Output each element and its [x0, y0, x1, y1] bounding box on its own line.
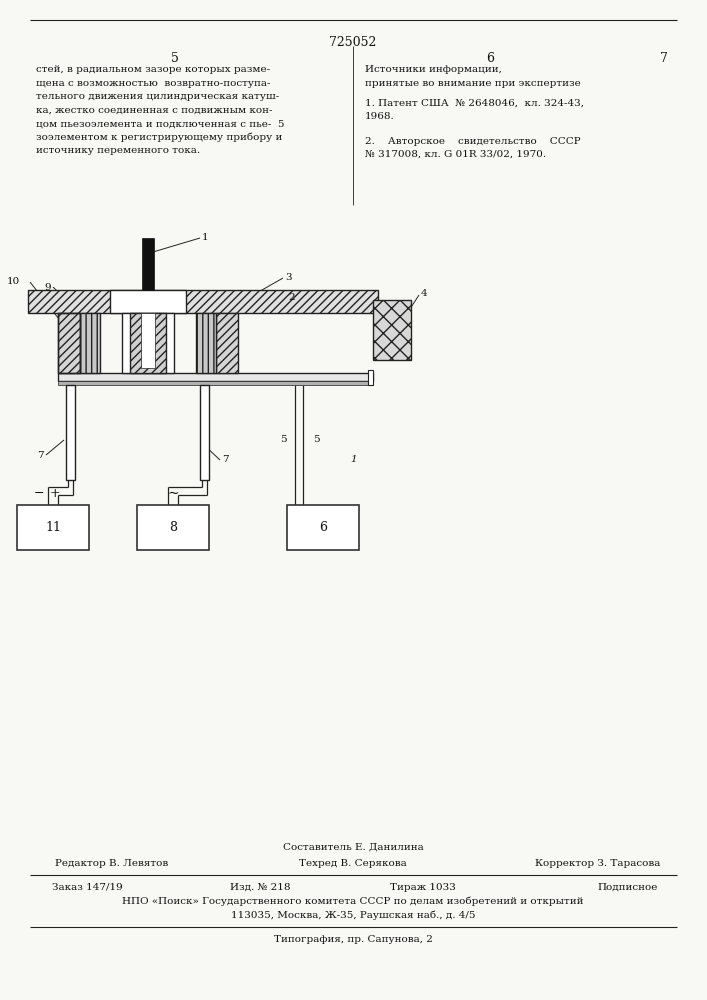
Bar — [130, 313, 166, 373]
Text: 2.    Авторское    свидетельство    СССР: 2. Авторское свидетельство СССР — [365, 137, 580, 146]
Bar — [80, 313, 100, 373]
Text: принятые во внимание при экспертизе: принятые во внимание при экспертизе — [365, 79, 580, 88]
Bar — [368, 370, 373, 385]
Text: Составитель Е. Данилина: Составитель Е. Данилина — [283, 843, 423, 852]
Text: Техред В. Серякова: Техред В. Серякова — [299, 859, 407, 868]
Text: 7: 7 — [222, 456, 228, 464]
Bar — [58, 373, 373, 381]
Bar — [142, 238, 154, 290]
Text: ка, жестко соединенная с подвижным кон-: ка, жестко соединенная с подвижным кон- — [36, 105, 272, 114]
Text: 5: 5 — [171, 52, 179, 65]
Text: 1: 1 — [350, 456, 356, 464]
Text: ∼: ∼ — [167, 486, 179, 500]
Bar — [141, 313, 155, 368]
Text: 4: 4 — [421, 290, 428, 298]
Text: 3: 3 — [285, 272, 291, 282]
Text: № 317008, кл. G 01R 33/02, 1970.: № 317008, кл. G 01R 33/02, 1970. — [365, 150, 546, 159]
Text: Тираж 1033: Тираж 1033 — [390, 883, 456, 892]
Text: зоэлементом к регистрирующему прибору и: зоэлементом к регистрирующему прибору и — [36, 132, 282, 142]
Text: цом пьезоэлемента и подключенная с пье-  5: цом пьезоэлемента и подключенная с пье- … — [36, 119, 284, 128]
Text: тельного движения цилиндрическая катуш-: тельного движения цилиндрическая катуш- — [36, 92, 279, 101]
Bar — [287, 505, 359, 550]
Text: 5: 5 — [313, 436, 320, 444]
Text: НПО «Поиск» Государственного комитета СССР по делам изобретений и открытий: НПО «Поиск» Государственного комитета СС… — [122, 897, 584, 906]
Bar — [58, 313, 80, 373]
Text: щена с возможностью  возвратно-поступа-: щена с возможностью возвратно-поступа- — [36, 79, 271, 88]
Text: 5: 5 — [281, 436, 287, 444]
Text: 2: 2 — [288, 292, 295, 302]
Bar — [66, 385, 75, 480]
Text: 7: 7 — [660, 52, 668, 65]
Text: 113035, Москва, Ж-35, Раушская наб., д. 4/5: 113035, Москва, Ж-35, Раушская наб., д. … — [230, 911, 475, 920]
Text: Корректор З. Тарасова: Корректор З. Тарасова — [534, 859, 660, 868]
Text: +: + — [49, 487, 60, 500]
Text: 6: 6 — [319, 521, 327, 534]
Bar — [196, 313, 216, 373]
Text: 1. Патент США  № 2648046,  кл. 324-43,: 1. Патент США № 2648046, кл. 324-43, — [365, 99, 584, 108]
Text: 10: 10 — [7, 277, 20, 286]
Bar — [216, 313, 238, 373]
Text: Изд. № 218: Изд. № 218 — [230, 883, 291, 892]
Text: стей, в радиальном зазоре которых разме-: стей, в радиальном зазоре которых разме- — [36, 65, 270, 74]
Text: 8: 8 — [169, 521, 177, 534]
Bar — [200, 385, 209, 480]
Text: Редактор В. Левятов: Редактор В. Левятов — [55, 859, 168, 868]
Bar — [58, 381, 373, 385]
Text: Источники информации,: Источники информации, — [365, 65, 502, 74]
Text: 1968.: 1968. — [365, 112, 395, 121]
Bar — [137, 505, 209, 550]
Text: Подписное: Подписное — [597, 883, 658, 892]
Bar — [373, 300, 411, 360]
Text: источнику переменного тока.: источнику переменного тока. — [36, 146, 200, 155]
Text: 11: 11 — [45, 521, 61, 534]
Text: −: − — [34, 487, 45, 500]
Bar — [110, 290, 186, 313]
Bar — [122, 313, 174, 373]
Bar — [17, 505, 89, 550]
Text: Заказ 147/19: Заказ 147/19 — [52, 883, 123, 892]
Text: Типография, пр. Сапунова, 2: Типография, пр. Сапунова, 2 — [274, 935, 433, 944]
Text: 1: 1 — [202, 232, 209, 241]
Text: 7: 7 — [37, 450, 44, 460]
Text: 9: 9 — [45, 282, 51, 292]
Bar — [28, 290, 378, 313]
Text: 6: 6 — [486, 52, 494, 65]
Text: 725052: 725052 — [329, 36, 377, 49]
Bar — [58, 313, 80, 373]
